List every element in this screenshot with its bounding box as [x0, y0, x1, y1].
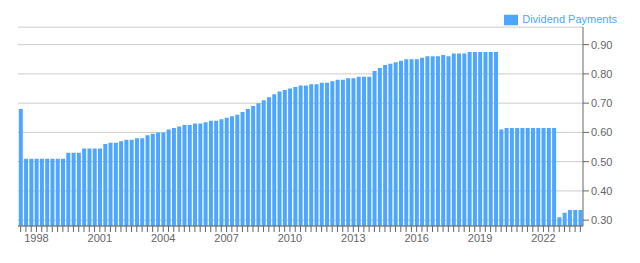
html-text:Dividend Payments: Dividend Payments [522, 13, 617, 25]
svg-text:2016: 2016 [404, 232, 428, 244]
svg-text:2007: 2007 [214, 232, 238, 244]
svg-text:2022: 2022 [531, 232, 555, 244]
svg-text:0.90: 0.90 [591, 39, 612, 51]
svg-text:0.70: 0.70 [591, 97, 612, 109]
svg-text:0.60: 0.60 [591, 126, 612, 138]
svg-text:1998: 1998 [24, 232, 48, 244]
svg-text:2004: 2004 [151, 232, 175, 244]
svg-text:0.40: 0.40 [591, 185, 612, 197]
svg-text:2001: 2001 [88, 232, 112, 244]
svg-text:2019: 2019 [468, 232, 492, 244]
svg-text:0.30: 0.30 [591, 214, 612, 226]
svg-text:0.50: 0.50 [591, 156, 612, 168]
svg-text:2013: 2013 [341, 232, 365, 244]
svg-text:2010: 2010 [278, 232, 302, 244]
svg-text:0.80: 0.80 [591, 68, 612, 80]
